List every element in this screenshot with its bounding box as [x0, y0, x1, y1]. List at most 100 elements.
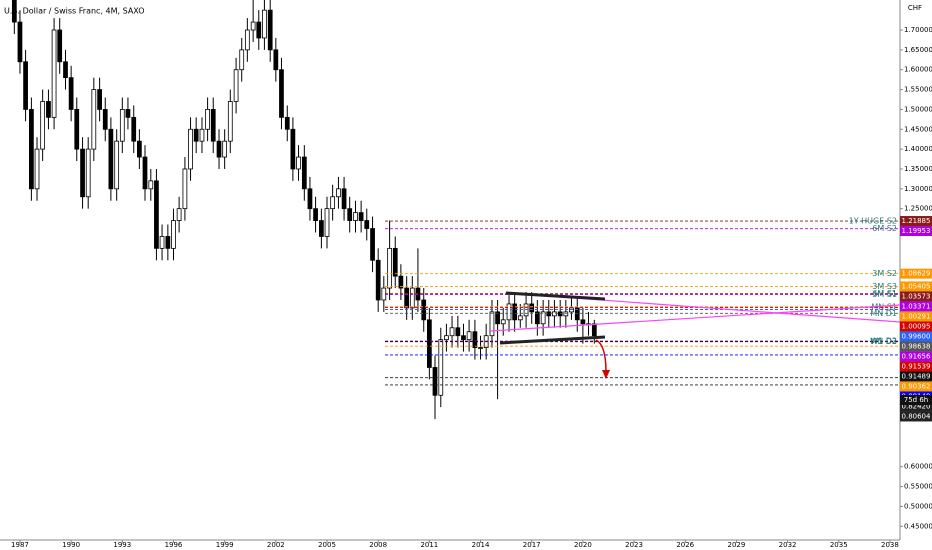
candle-body: [74, 109, 80, 150]
candle-body: [495, 311, 500, 325]
candle-body: [347, 208, 353, 221]
candle-body: [267, 9, 273, 51]
level-annotation: 1Y HUGE S2: [849, 217, 897, 226]
candle-body: [353, 212, 358, 221]
x-tick-label: 1990: [62, 541, 80, 549]
price-tag-label: 1.00291: [902, 312, 931, 320]
y-tick-label: 0.55000: [904, 483, 932, 491]
price-tag: [900, 331, 932, 342]
x-tick-label: 2014: [472, 541, 490, 549]
candle-body: [449, 327, 455, 337]
candle-body: [375, 259, 381, 301]
x-tick-label: 2038: [881, 541, 899, 549]
candle-body: [466, 331, 472, 341]
x-tick-label: 2023: [625, 541, 643, 549]
candle-body: [358, 212, 364, 221]
trend-line: [505, 291, 606, 301]
candle-body: [29, 109, 34, 190]
trend-line: [489, 304, 901, 332]
candle-body: [63, 61, 68, 79]
candle-body: [193, 128, 199, 142]
price-tag-label: 1.03573: [902, 292, 931, 300]
y-tick-label: 1.40000: [904, 145, 932, 153]
y-tick-label: 0.45000: [904, 522, 932, 530]
y-tick-label: 1.55000: [904, 86, 932, 94]
candle-body: [398, 275, 404, 289]
candle-body: [290, 128, 296, 170]
candle-body: [216, 140, 222, 158]
candle-body: [80, 148, 85, 198]
candle-body: [171, 220, 176, 249]
candle-body: [301, 156, 307, 190]
price-axis: 1.70000 1.65000 1.60000 1.55000 1.50000 1.450…: [900, 26, 932, 530]
candle-body: [392, 247, 398, 277]
candle-body: [125, 109, 131, 118]
candle-body: [57, 29, 63, 63]
x-tick-label: 2029: [727, 541, 745, 549]
candle-body: [222, 140, 228, 158]
candle-body: [40, 101, 46, 150]
x-tick-label: 2011: [420, 541, 438, 549]
x-tick-label: 2026: [676, 541, 694, 549]
price-tag-label: 1.05405: [902, 282, 931, 290]
price-tag: [900, 341, 932, 352]
candle-body: [273, 49, 279, 71]
candle-body: [563, 311, 569, 317]
marks: 1987 1990 1993 1996 1999 2002 2005 2008 2011 2014…: [11, 0, 900, 549]
candle-body: [552, 311, 557, 317]
candle-body: [165, 236, 171, 249]
candle-body: [489, 311, 495, 337]
candle-body: [108, 128, 114, 190]
y-tick-label: 0.50000: [904, 502, 932, 510]
candle-body: [591, 323, 597, 337]
candle-body: [188, 128, 193, 170]
candle-body: [136, 140, 142, 158]
level-annotation: MN D2: [870, 337, 897, 346]
candle-body: [102, 109, 108, 130]
price-tag-label: 0.91656: [902, 352, 931, 360]
level-annotation: MN D1: [870, 309, 897, 318]
candle-body: [250, 21, 256, 31]
candle-body: [159, 236, 165, 249]
x-tick-label: 1999: [216, 541, 234, 549]
price-tag: [900, 268, 932, 279]
candle-body: [85, 148, 91, 198]
price-tag: [900, 411, 932, 422]
y-tick-label: 1.45000: [904, 125, 932, 133]
candle-body: [148, 180, 154, 190]
price-tag: [900, 216, 932, 227]
candle-body: [534, 311, 540, 325]
y-tick-label: 1.65000: [904, 46, 932, 54]
level-annotation: 3M S1: [872, 290, 897, 299]
candle-body: [364, 220, 370, 229]
candle-body: [262, 9, 267, 39]
candle-body: [472, 331, 478, 349]
price-tag: [900, 311, 932, 322]
price-tag-label: 0.80604: [902, 412, 931, 420]
candle-body: [11, 0, 17, 23]
candle-body: [279, 69, 284, 118]
candle-body: [336, 188, 341, 198]
countdown: 75d 6h: [904, 396, 928, 404]
price-tag: [900, 401, 932, 412]
y-tick-label: 1.25000: [904, 205, 932, 213]
chart-title: U.S. Dollar / Swiss Franc, 4M, SAXO: [4, 7, 145, 16]
candle-body: [97, 89, 102, 110]
level-annotation: W1 D2: [870, 337, 897, 346]
candle-body: [34, 148, 40, 190]
price-tag: [900, 291, 932, 302]
candle-body: [500, 319, 506, 325]
candle-body: [284, 116, 290, 130]
x-tick-label: 2032: [779, 541, 797, 549]
x-tick-label: 2008: [369, 541, 387, 549]
price-tag-label: 1.03371: [902, 302, 931, 310]
trend-line: [499, 335, 606, 345]
y-tick-label: 1.50000: [904, 105, 932, 113]
candle-body: [506, 303, 512, 321]
candle-body: [244, 29, 250, 51]
candle-body: [46, 101, 51, 118]
price-tag-label: 1.19953: [902, 227, 931, 235]
arrow-head: [602, 370, 610, 379]
price-tag: [900, 371, 932, 382]
